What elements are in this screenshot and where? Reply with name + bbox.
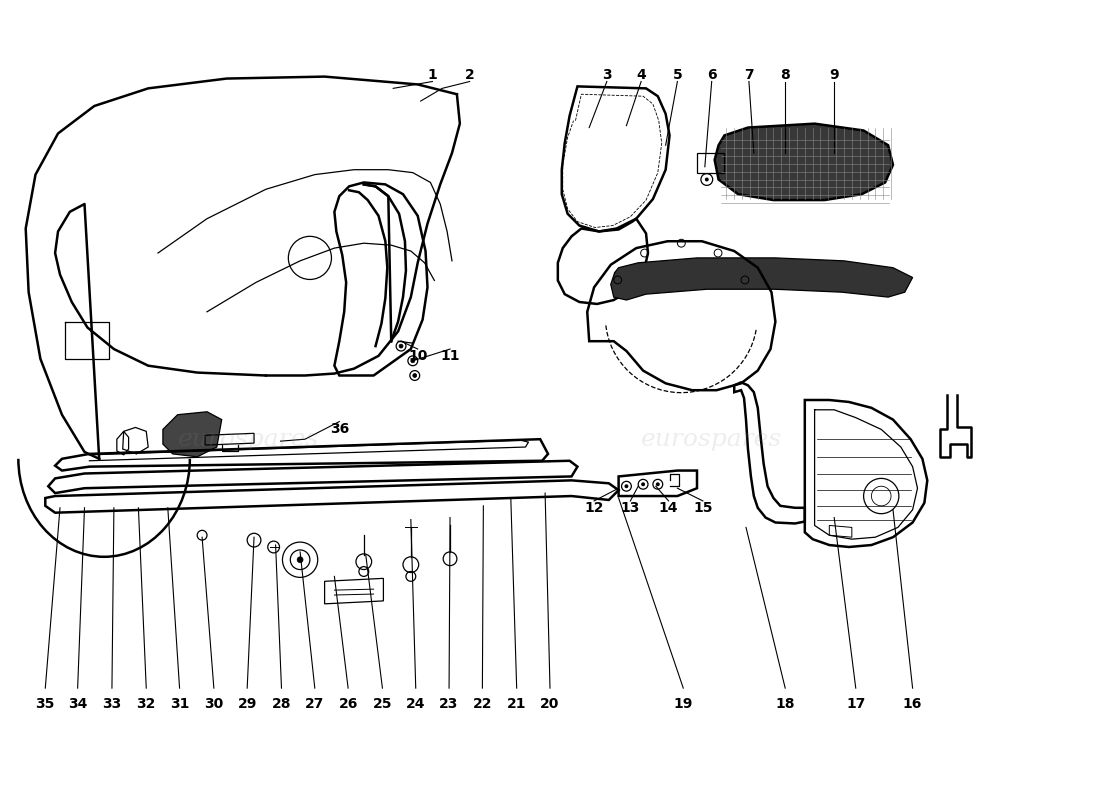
Text: 6: 6: [707, 68, 716, 82]
Text: 24: 24: [406, 697, 426, 710]
Circle shape: [412, 374, 417, 378]
Text: 16: 16: [903, 697, 922, 710]
Text: eurospares: eurospares: [641, 428, 782, 450]
Text: 3: 3: [602, 68, 612, 82]
Text: 14: 14: [659, 501, 679, 515]
Text: 36: 36: [330, 422, 349, 437]
Text: 13: 13: [620, 501, 640, 515]
Polygon shape: [163, 412, 222, 457]
Text: 34: 34: [68, 697, 87, 710]
Text: 22: 22: [473, 697, 492, 710]
Circle shape: [656, 482, 660, 486]
Text: 5: 5: [672, 68, 682, 82]
Polygon shape: [715, 124, 893, 200]
Circle shape: [625, 484, 628, 488]
Text: 17: 17: [846, 697, 866, 710]
Circle shape: [399, 344, 403, 348]
Text: 4: 4: [636, 68, 646, 82]
Text: 2: 2: [465, 68, 474, 82]
Text: 8: 8: [780, 68, 790, 82]
Text: 27: 27: [305, 697, 324, 710]
Text: 11: 11: [440, 349, 460, 363]
Text: 20: 20: [540, 697, 560, 710]
Circle shape: [410, 359, 415, 362]
Text: 19: 19: [673, 697, 693, 710]
Text: 7: 7: [744, 68, 754, 82]
Text: 23: 23: [439, 697, 459, 710]
Text: 15: 15: [693, 501, 713, 515]
Text: 18: 18: [776, 697, 795, 710]
Text: 26: 26: [339, 697, 358, 710]
Text: 25: 25: [373, 697, 393, 710]
Text: 35: 35: [35, 697, 55, 710]
Text: 29: 29: [238, 697, 257, 710]
Text: 28: 28: [272, 697, 292, 710]
Text: 30: 30: [205, 697, 223, 710]
Polygon shape: [610, 258, 913, 300]
Text: eurospares: eurospares: [177, 428, 319, 450]
Circle shape: [705, 178, 708, 182]
Text: 10: 10: [408, 349, 428, 363]
Circle shape: [297, 557, 302, 562]
Circle shape: [641, 482, 645, 486]
Text: 1: 1: [428, 68, 438, 82]
Text: 9: 9: [829, 68, 839, 82]
Text: 31: 31: [169, 697, 189, 710]
Text: 12: 12: [584, 501, 604, 515]
Text: 33: 33: [102, 697, 122, 710]
Text: 21: 21: [507, 697, 527, 710]
Text: 32: 32: [136, 697, 156, 710]
